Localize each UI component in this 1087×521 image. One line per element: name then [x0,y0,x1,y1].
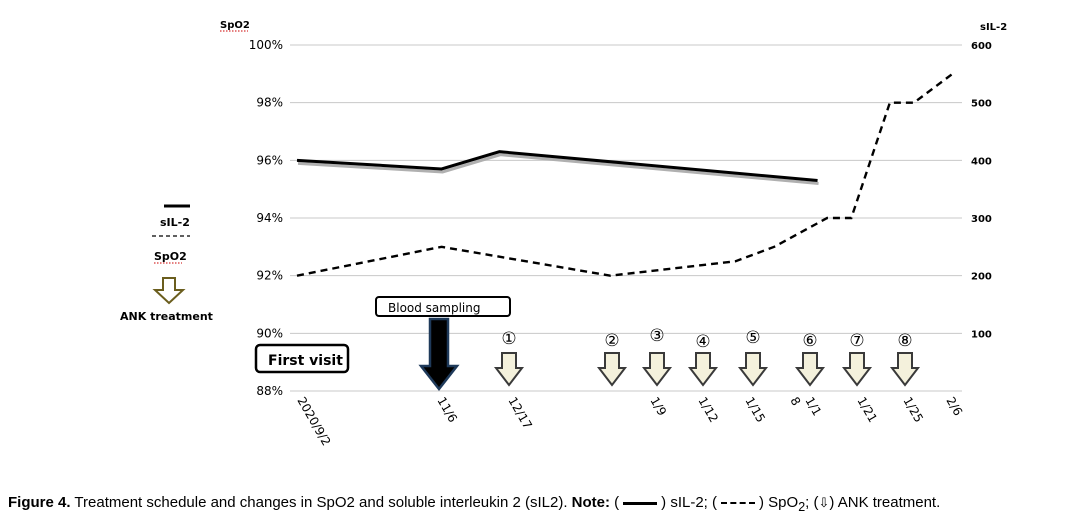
x-axis-tick-label: 1/1 [802,395,824,419]
x-axis-tick-label: 8 [787,395,803,409]
right-axis: sIL-2 600 500 400 300 200 100 [971,22,1007,340]
right-axis-tick-label: 100 [971,329,992,340]
left-axis-tick-label: 100% [249,38,283,52]
treatment-arrow-icon [493,352,525,387]
x-axis-tick-label: 1/21 [854,395,880,425]
legend-spo2-label: SpO2 [154,250,187,263]
x-axis-tick-label: 12/17 [505,395,534,432]
caption-spo2-sub: 2 [798,500,806,514]
spo2-line [296,72,954,277]
first-visit-box [254,343,350,374]
left-axis-tick-label: 92% [256,269,283,283]
caption-solid-line-icon [623,501,658,505]
left-axis-title: SpO2 [220,20,250,31]
x-axis-tick-label: 2/6 [943,395,965,419]
x-axis-tick-label: 2020/9/2 [294,395,333,449]
x-axis-tick-label: 1/9 [647,395,669,419]
x-axis-tick-label: 1/12 [695,395,721,425]
first-visit-label: First visit [268,353,343,369]
treatment-number-label: ⑥ [802,331,817,351]
x-axis-tick-label: 1/25 [900,395,926,425]
left-axis-tick-label: 96% [256,153,283,167]
caption-figure-label: Figure 4. [8,494,71,511]
x-axis-ticks: 2020/9/2 11/6 12/17 1/9 1/12 1/15 8 1/1 1/21 1/25… [294,395,965,449]
blood-sampling-label: Blood sampling [388,301,480,315]
caption-dashed-line-icon [721,502,755,505]
caption-paren-open: ( [609,494,620,511]
legend-ank-label: ANK treatment [120,310,213,323]
series-lines [296,72,954,277]
right-axis-tick-label: 300 [971,214,992,225]
treatment-number-label: ④ [695,332,710,352]
legend: sIL-2 SpO2 ANK treatment [120,204,213,323]
chart: SpO2 100% 98% 96% 94% 92% 90% 88% sIL-2 600 500… [120,20,1007,449]
treatment-number-label: ② [604,331,619,351]
right-axis-tick-label: 500 [971,99,992,110]
right-axis-tick-label: 600 [971,41,992,52]
caption-note-label: Note: [571,494,610,511]
right-axis-tick-label: 400 [971,156,992,167]
caption-ank-text: ) ANK treatment. [829,494,941,511]
treatment-number-label: ⑦ [849,331,864,351]
left-axis-tick-label: 94% [256,211,283,225]
right-axis-tick-label: 200 [971,272,992,283]
blood-sampling-box [375,296,511,317]
legend-ank-arrow-icon [152,277,186,305]
treatment-arrow-icon [794,352,826,387]
treatment-number-label: ③ [649,326,664,346]
treatment-arrow-icon [596,352,628,387]
right-axis-title: sIL-2 [980,22,1007,33]
annotations: First visit Blood sampling ① ② ③ ④ ⑤ ⑥ ⑦ ⑧ [254,296,921,392]
x-axis-tick-label: 1/15 [742,395,768,425]
figure-caption: Figure 4. Treatment schedule and changes… [8,494,1078,514]
grid-lines [290,44,962,392]
caption-arrow-icon: ⇩ [818,495,830,510]
treatment-arrow-icon [641,352,673,387]
treatment-number-label: ⑤ [745,328,760,348]
legend-sil2-label: sIL-2 [160,216,190,229]
caption-text: Treatment schedule and changes in SpO2 a… [70,494,572,511]
sil2-line [296,150,818,183]
left-axis-tick-label: 90% [256,326,283,340]
treatment-arrow-icon [687,352,719,387]
left-axis-tick-label: 98% [256,96,283,110]
caption-sep-text: ; ( [805,494,819,511]
sil2-line-shadow [297,153,819,186]
blood-sampling-arrow-icon [418,317,460,392]
left-axis-tick-label: 88% [256,384,283,398]
treatment-arrows: ① ② ③ ④ ⑤ ⑥ ⑦ ⑧ [493,326,921,387]
treatment-arrow-icon [889,352,921,387]
treatment-number-label: ⑧ [897,331,912,351]
x-axis-tick-label: 11/6 [434,395,460,425]
treatment-arrow-icon [737,352,769,387]
left-axis: SpO2 100% 98% 96% 94% 92% 90% 88% [220,20,283,398]
caption-sil2-text: ) sIL-2; ( [661,494,717,511]
treatment-arrow-icon [841,352,873,387]
treatment-number-label: ① [501,329,516,349]
caption-spo2-text: ) SpO [759,494,799,511]
